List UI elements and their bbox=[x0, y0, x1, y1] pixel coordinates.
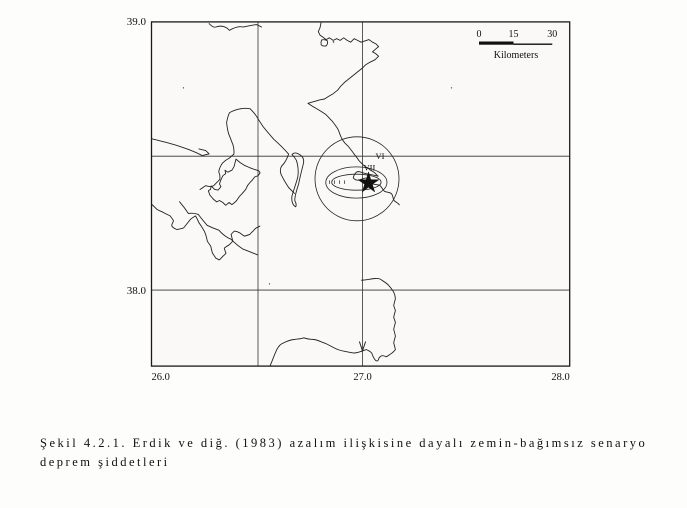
svg-text:38.0: 38.0 bbox=[127, 285, 147, 297]
svg-text:VI: VI bbox=[376, 151, 385, 161]
svg-text:26.0: 26.0 bbox=[152, 372, 170, 383]
svg-text:0: 0 bbox=[477, 29, 482, 40]
svg-text:15: 15 bbox=[509, 29, 519, 40]
svg-text:30: 30 bbox=[547, 29, 557, 40]
svg-text:Kilometers: Kilometers bbox=[494, 50, 539, 61]
svg-text:VII: VII bbox=[364, 162, 376, 172]
svg-text:Şekil 4.2.1. Erdik ve diğ. (1: Şekil 4.2.1. Erdik ve diğ. (1983) azalım… bbox=[40, 436, 647, 450]
svg-text:39.0: 39.0 bbox=[127, 16, 147, 28]
svg-text:28.0: 28.0 bbox=[551, 372, 569, 383]
svg-text:deprem şiddetleri: deprem şiddetleri bbox=[40, 455, 170, 469]
svg-text:27.0: 27.0 bbox=[353, 372, 371, 383]
